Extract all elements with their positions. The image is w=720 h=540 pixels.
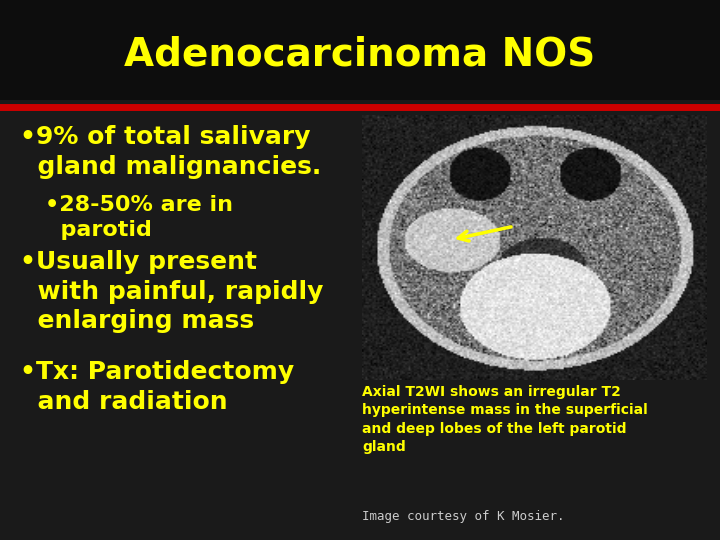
- Bar: [0, 0, 720, 100]
- Bar: [0, 100, 720, 540]
- Text: Adenocarcinoma NOS: Adenocarcinoma NOS: [125, 36, 595, 74]
- Text: •Usually present
  with painful, rapidly
  enlarging mass: •Usually present with painful, rapidly e…: [20, 250, 323, 333]
- Text: Axial T2WI shows an irregular T2
hyperintense mass in the superficial
and deep l: Axial T2WI shows an irregular T2 hyperin…: [362, 385, 648, 454]
- Text: Image courtesy of K Mosier.: Image courtesy of K Mosier.: [362, 510, 564, 523]
- Text: •28-50% are in
  parotid: •28-50% are in parotid: [45, 195, 233, 240]
- Text: •Tx: Parotidectomy
  and radiation: •Tx: Parotidectomy and radiation: [20, 360, 294, 414]
- Text: •9% of total salivary
  gland malignancies.: •9% of total salivary gland malignancies…: [20, 125, 321, 179]
